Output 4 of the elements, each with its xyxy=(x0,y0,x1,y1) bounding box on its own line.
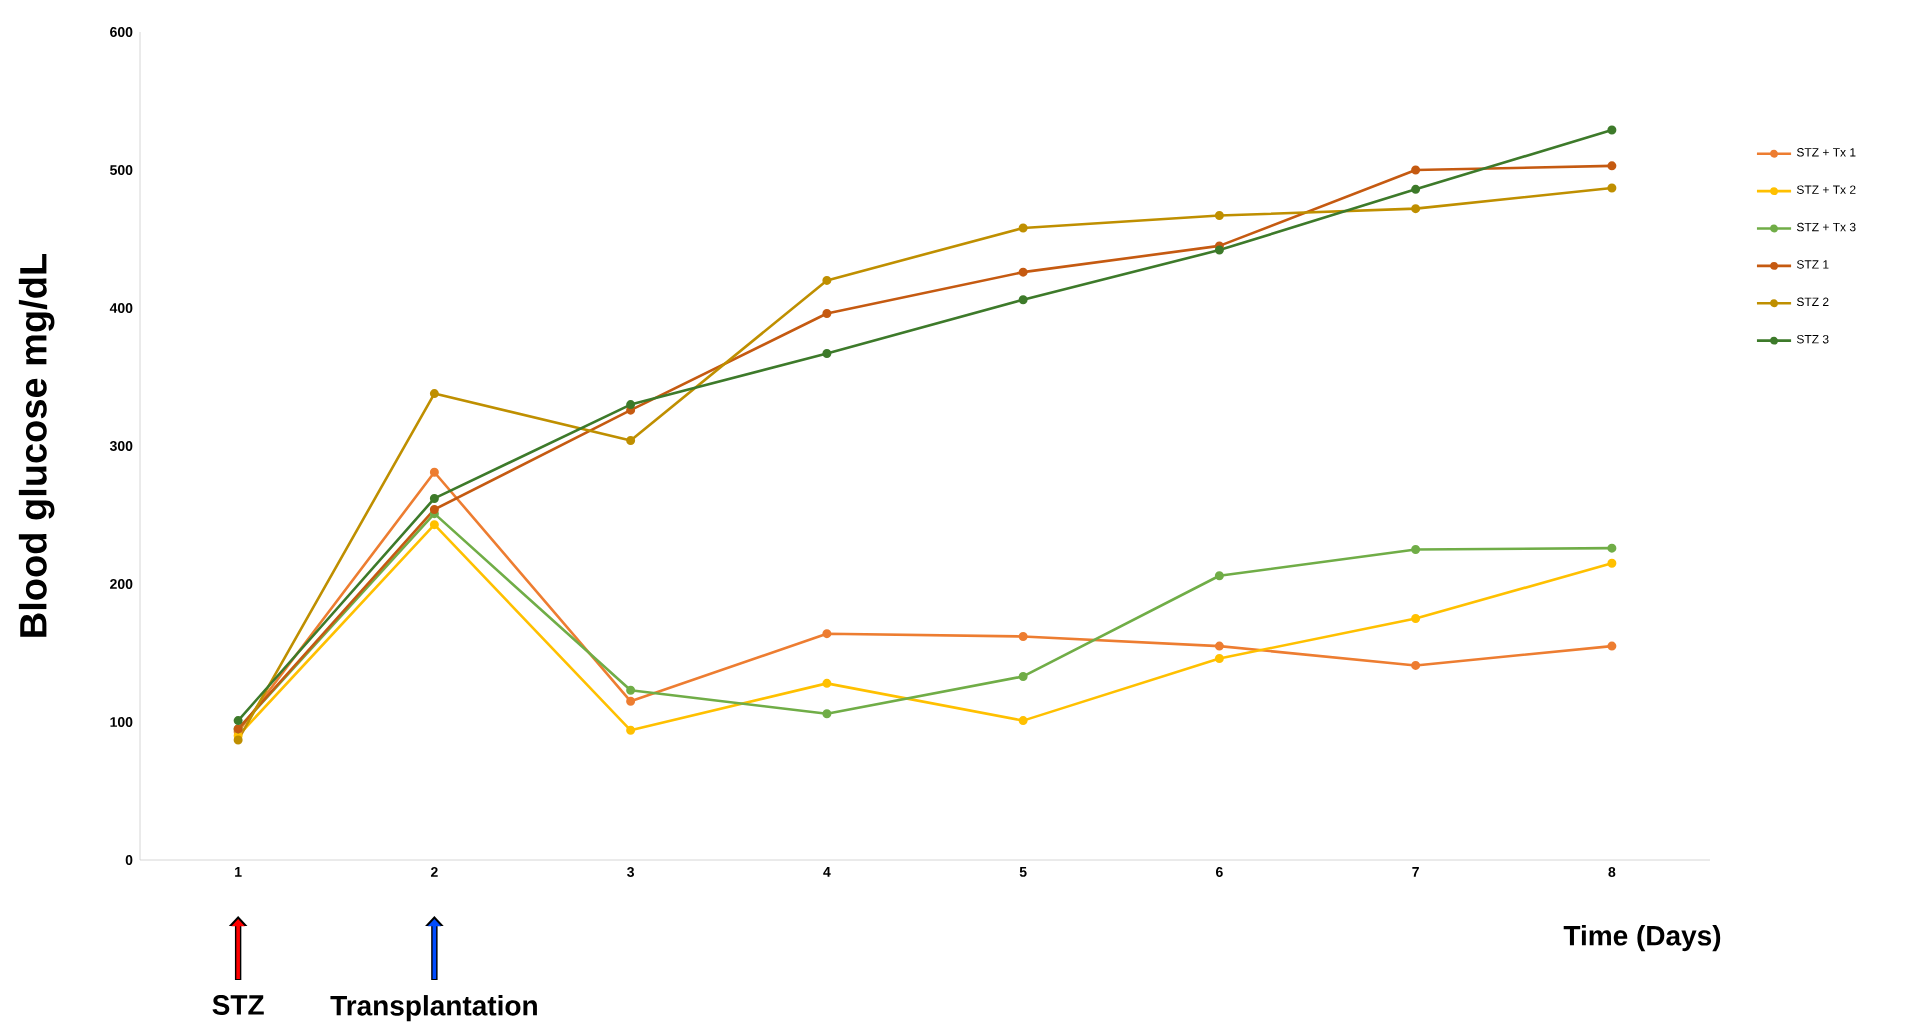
x-axis-title: Time (Days) xyxy=(1563,925,1721,952)
y-axis-title: Blood glucose mg/dL xyxy=(18,254,55,637)
annotation: Transplantation xyxy=(330,995,537,1022)
annotation: STZ xyxy=(212,995,264,1015)
